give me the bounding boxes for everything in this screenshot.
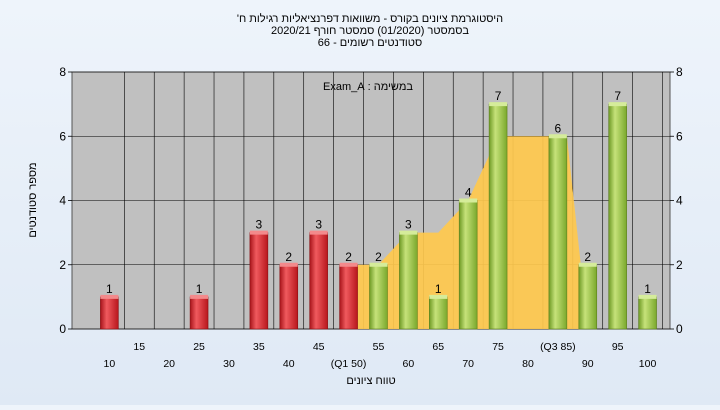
x-tick-label: 40 — [283, 358, 295, 370]
x-tick-label: 60 — [403, 358, 415, 370]
bar — [189, 296, 209, 330]
bar-value-label: 7 — [495, 89, 502, 103]
bar-cap — [249, 230, 268, 235]
chart-title-block: היסטוגרמת ציונים בקורס - משוואות דפרנציא… — [237, 12, 503, 49]
x-tick-label: 65 — [432, 341, 444, 353]
chart-title-line-2: בסמסטר (01/2020) סמסטר חורף 2020/21 — [271, 25, 469, 37]
bar — [309, 232, 328, 330]
bar — [279, 264, 299, 330]
y-tick-label-right: 2 — [676, 258, 683, 272]
bar — [488, 103, 508, 330]
x-tick-label: 15 — [133, 341, 145, 353]
axes-layer: 0 0 2 2 4 4 6 6 8 8 10 15 20 25 30 35 40 45 (Q1 50) 55 60 65 7… — [59, 65, 683, 370]
bar — [339, 264, 358, 330]
bar — [608, 103, 627, 330]
bar — [578, 264, 598, 330]
bar — [458, 200, 478, 330]
x-tick-label: 10 — [104, 358, 116, 370]
y-tick-label-left: 4 — [59, 194, 66, 208]
bar — [369, 264, 388, 330]
x-axis-title: טווח ציונים — [346, 375, 395, 387]
bar-cap — [100, 294, 119, 299]
bar-value-label: 6 — [555, 121, 562, 135]
x-tick-label: 45 — [313, 341, 325, 353]
x-tick-label: 30 — [223, 358, 235, 370]
bar-value-label: 3 — [405, 218, 412, 232]
bar-value-label: 2 — [584, 250, 591, 264]
y-tick-label-right: 0 — [676, 322, 683, 336]
x-tick-label: 95 — [612, 341, 624, 353]
legend-text: במשימה : Exam_A — [323, 81, 413, 93]
bar-cap — [190, 294, 209, 299]
bar-cap — [489, 102, 508, 107]
x-tick-label: 25 — [193, 341, 205, 353]
bar-cap — [369, 262, 388, 267]
bar-value-label: 1 — [106, 282, 113, 296]
bar-cap — [429, 294, 448, 299]
x-tick-label: 70 — [462, 358, 474, 370]
chart-title-line-3: סטודנטים רשומים - 66 — [318, 37, 422, 49]
bar-cap — [279, 262, 298, 267]
y-tick-label-left: 6 — [59, 129, 66, 143]
bar — [249, 232, 269, 330]
bar-value-label: 3 — [256, 218, 263, 232]
bar-cap — [578, 262, 597, 267]
y-tick-label-right: 8 — [676, 65, 683, 79]
x-tick-label: (Q3 85) — [540, 341, 576, 353]
y-tick-label-right: 4 — [676, 194, 683, 208]
x-tick-label: 35 — [253, 341, 265, 353]
bar-value-label: 1 — [644, 282, 651, 296]
bar-value-label: 4 — [465, 186, 472, 200]
bar-labels-layer: 1 1 3 2 3 2 2 3 1 4 7 6 2 7 1 — [106, 89, 651, 296]
y-tick-label-left: 8 — [59, 65, 66, 79]
bar-value-label: 2 — [375, 250, 382, 264]
chart-title-line-1: היסטוגרמת ציונים בקורס - משוואות דפרנציא… — [237, 12, 503, 25]
x-tick-label: 100 — [639, 358, 657, 370]
bar-value-label: 1 — [435, 282, 442, 296]
bar-cap — [339, 262, 358, 267]
y-tick-label-right: 6 — [676, 129, 683, 143]
bar-value-label: 1 — [196, 282, 203, 296]
bar-cap — [399, 230, 418, 235]
bar-cap — [638, 294, 657, 299]
bars-layer — [100, 102, 657, 330]
x-tick-label: (Q1 50) — [331, 358, 367, 370]
bar-cap — [608, 102, 627, 107]
x-tick-label: 55 — [373, 341, 385, 353]
x-tick-label: 20 — [163, 358, 175, 370]
bar-cap — [459, 198, 478, 203]
bar-cap — [309, 230, 328, 235]
y-tick-label-left: 2 — [59, 258, 66, 272]
y-axis-title: מספר סטודנטים — [27, 162, 39, 237]
bar — [429, 296, 448, 330]
bar-value-label: 2 — [345, 250, 352, 264]
bar — [399, 232, 418, 330]
bar-cap — [548, 134, 567, 139]
x-tick-label: 80 — [522, 358, 534, 370]
x-tick-label: 75 — [492, 341, 504, 353]
x-tick-label: 90 — [582, 358, 594, 370]
bar — [100, 296, 119, 330]
bar-value-label: 7 — [614, 89, 621, 103]
bar — [638, 296, 657, 330]
bar-value-label: 2 — [285, 250, 292, 264]
bar-value-label: 3 — [315, 218, 322, 232]
y-tick-label-left: 0 — [59, 322, 66, 336]
bar — [548, 135, 568, 330]
